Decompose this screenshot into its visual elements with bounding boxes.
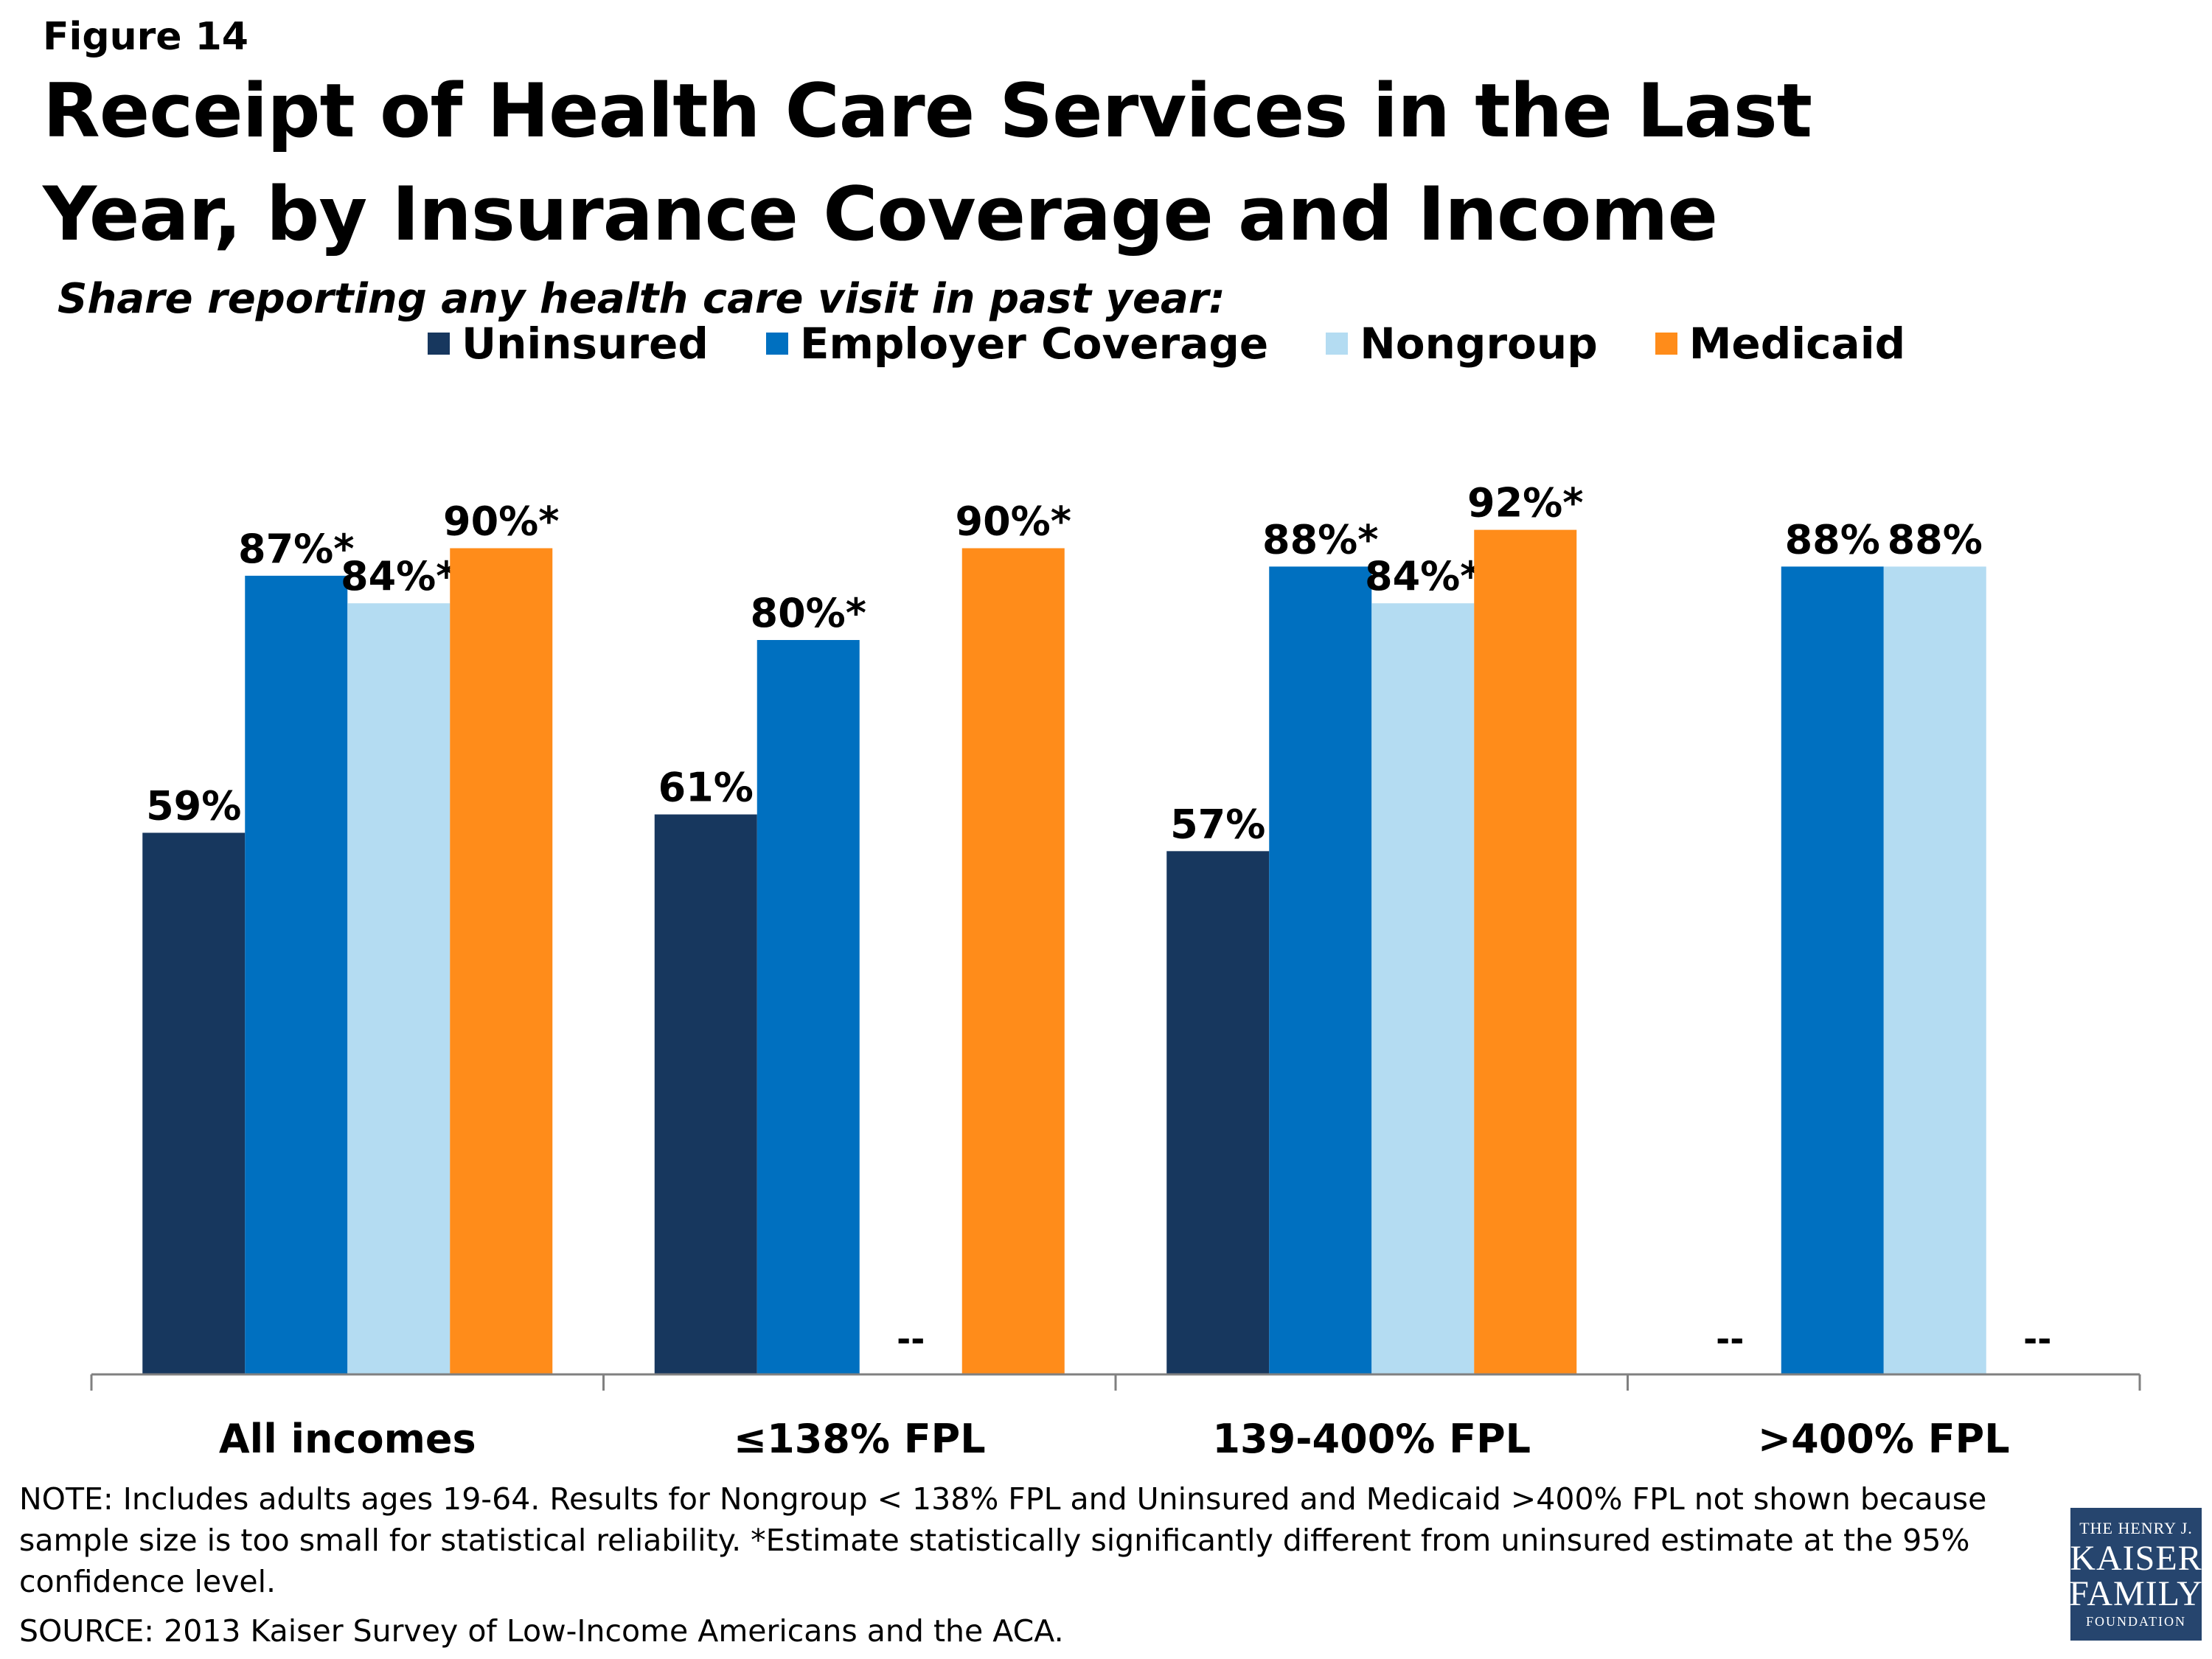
legend-swatch-nongroup [1326,333,1349,355]
category-label-all-incomes: All incomes [219,1416,476,1462]
bar-employer-coverage-gt400-fpl [1781,566,1884,1374]
legend-label-employer-coverage: Employer Coverage [799,319,1269,369]
bar-chart: 59%87%*84%*90%*All incomes61%80%*--90%*≤… [90,480,2141,1462]
legend-item-employer-coverage: Employer Coverage [765,319,1269,369]
data-label-uninsured-all-incomes: 59% [146,782,241,829]
legend-swatch-medicaid [1655,333,1677,355]
bar-nongroup-gt400-fpl [1883,566,1986,1374]
logo-line-2: KAISER [2070,1539,2202,1578]
category-label-le138-fpl: ≤138% FPL [734,1416,986,1462]
bar-uninsured-le138-fpl [654,814,757,1374]
legend-item-nongroup: Nongroup [1326,319,1598,369]
legend-item-medicaid: Medicaid [1655,319,1905,369]
logo-line-3: FAMILY [2069,1574,2203,1613]
data-label-medicaid-139-400-fpl: 92%* [1467,480,1584,526]
bar-nongroup-all-incomes [347,603,451,1375]
data-label-medicaid-gt400-fpl: -- [2023,1319,2051,1359]
data-label-nongroup-139-400-fpl: 84%* [1365,553,1481,599]
data-label-nongroup-all-incomes: 84%* [341,553,457,599]
legend-label-uninsured: Uninsured [462,319,709,369]
data-label-employer-coverage-le138-fpl: 80%* [751,590,867,636]
data-label-uninsured-le138-fpl: 61% [658,765,754,811]
data-label-nongroup-le138-fpl: -- [897,1319,925,1359]
category-label-139-400-fpl: 139-400% FPL [1212,1416,1531,1462]
chart-subtitle: Share reporting any health care visit in… [58,275,1225,323]
category-label-gt400-fpl: >400% FPL [1758,1416,2010,1462]
bar-employer-coverage-139-400-fpl [1269,566,1372,1374]
data-label-uninsured-139-400-fpl: 57% [1170,801,1265,847]
legend: Uninsured Employer Coverage Nongroup Med… [428,319,1905,369]
data-label-nongroup-gt400-fpl: 88% [1888,516,1983,563]
bar-employer-coverage-le138-fpl [757,640,860,1374]
bar-uninsured-all-incomes [142,832,246,1374]
chart-title: Receipt of Health Care Services in the L… [43,67,1812,257]
data-label-employer-coverage-all-incomes: 87%* [238,526,355,572]
data-label-medicaid-le138-fpl: 90%* [956,498,1072,545]
data-label-medicaid-all-incomes: 90%* [443,498,560,545]
bar-medicaid-le138-fpl [961,548,1065,1374]
legend-swatch-uninsured [428,333,450,355]
bar-medicaid-139-400-fpl [1474,529,1577,1374]
figure-label: Figure 14 [43,15,248,59]
legend-label-medicaid: Medicaid [1688,319,1906,369]
source-note: SOURCE: 2013 Kaiser Survey of Low-Income… [19,1613,1064,1649]
data-label-uninsured-gt400-fpl: -- [1716,1319,1744,1359]
data-label-employer-coverage-139-400-fpl: 88%* [1262,516,1379,563]
data-label-employer-coverage-gt400-fpl: 88% [1785,516,1880,563]
logo-line-1: THE HENRY J. [2079,1519,2193,1537]
footnote: NOTE: Includes adults ages 19-64. Result… [19,1481,1987,1599]
legend-swatch-employer-coverage [765,333,788,355]
legend-label-nongroup: Nongroup [1360,319,1598,369]
bar-uninsured-139-400-fpl [1166,851,1270,1374]
bar-medicaid-all-incomes [450,548,553,1374]
bar-nongroup-139-400-fpl [1371,603,1475,1375]
legend-item-uninsured: Uninsured [428,319,709,369]
kff-logo: THE HENRY J. KAISER FAMILY FOUNDATION [2069,1508,2203,1641]
logo-line-4: FOUNDATION [2086,1614,2186,1629]
bar-employer-coverage-all-incomes [245,575,348,1374]
